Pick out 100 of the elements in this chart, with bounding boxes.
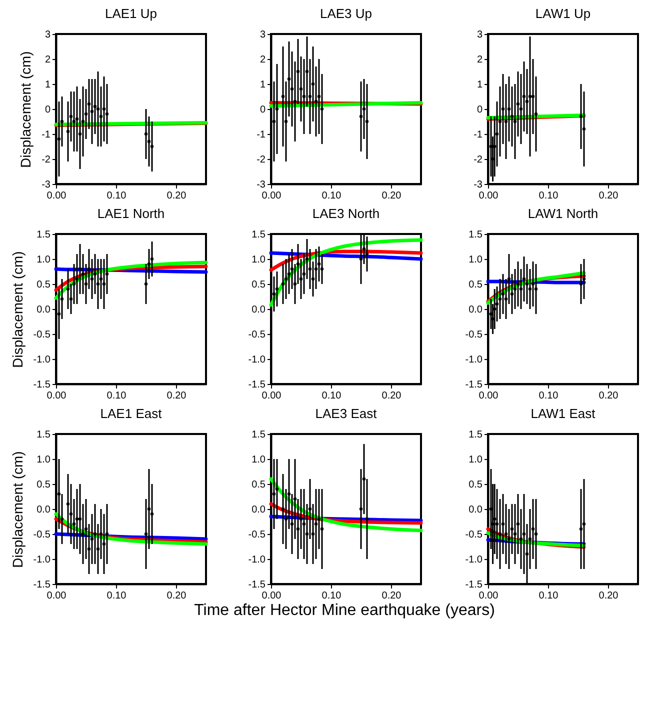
point xyxy=(296,527,300,531)
y-tick-label: -1.5 xyxy=(465,380,483,390)
point xyxy=(314,522,318,526)
y-tick-label: 2 xyxy=(44,54,51,66)
y-tick-label: 0.5 xyxy=(36,480,51,490)
x-tick-label: 0.10 xyxy=(106,590,127,602)
point xyxy=(489,144,493,148)
y-tick-label: -0.5 xyxy=(33,330,51,340)
point xyxy=(525,100,529,104)
point xyxy=(302,522,306,526)
point xyxy=(84,282,88,286)
point xyxy=(528,287,532,291)
point xyxy=(522,277,526,281)
y-tick-label: 1.0 xyxy=(252,454,266,466)
y-tick-label: 0 xyxy=(476,104,483,116)
point xyxy=(359,257,363,261)
x-tick-label: 0.00 xyxy=(262,390,282,402)
x-tick-label: 0.20 xyxy=(598,190,619,202)
point xyxy=(281,507,285,511)
x-tick-label: 0.00 xyxy=(478,590,499,602)
y-tick-label: -3 xyxy=(474,180,483,190)
point xyxy=(60,120,64,124)
point xyxy=(147,507,151,511)
point xyxy=(362,247,366,251)
point xyxy=(99,532,103,536)
point xyxy=(519,107,523,111)
point xyxy=(365,517,369,521)
y-tick-label: -3 xyxy=(256,180,266,190)
point xyxy=(317,94,321,98)
y-tick-label: -0.5 xyxy=(465,530,483,540)
point xyxy=(522,532,526,536)
y-tick-label: 0.5 xyxy=(36,280,51,290)
point xyxy=(99,277,103,281)
point xyxy=(495,132,499,136)
point xyxy=(498,532,502,536)
point xyxy=(528,537,532,541)
x-tick-label: 0.00 xyxy=(46,190,67,202)
point xyxy=(579,527,583,531)
point xyxy=(507,537,511,541)
y-tick-label: -1.0 xyxy=(248,354,266,366)
point xyxy=(96,107,100,111)
point xyxy=(72,522,76,526)
point xyxy=(528,94,532,98)
point xyxy=(296,262,300,266)
y-tick-label: 0.5 xyxy=(252,280,266,290)
y-tick-label: -1.0 xyxy=(33,554,51,566)
point xyxy=(272,292,276,296)
point xyxy=(362,477,366,481)
y-tick-label: 0.0 xyxy=(36,504,51,516)
point xyxy=(525,282,529,286)
point xyxy=(90,277,94,281)
y-tick-label: 1.5 xyxy=(252,230,266,240)
y-tick-label: -0.5 xyxy=(248,330,266,340)
point xyxy=(144,132,148,136)
x-tick-label: 0.00 xyxy=(46,590,67,602)
y-tick-label: -2 xyxy=(42,154,51,166)
point xyxy=(287,77,291,81)
point xyxy=(96,547,100,551)
point xyxy=(66,130,70,134)
y-tick-label: -0.5 xyxy=(465,330,483,340)
y-tick-label: 0.0 xyxy=(468,504,483,516)
point xyxy=(516,522,520,526)
x-tick-label: 0.20 xyxy=(382,190,402,202)
point xyxy=(290,267,294,271)
y-tick-label: -1.5 xyxy=(33,380,51,390)
x-tick-label: 0.20 xyxy=(166,190,187,202)
point xyxy=(66,287,70,291)
x-tick-label: 0.10 xyxy=(538,390,559,402)
y-tick-label: 2 xyxy=(476,54,483,66)
y-tick-label: 1.5 xyxy=(36,430,51,440)
point xyxy=(510,527,514,531)
x-tick-label: 0.10 xyxy=(106,390,127,402)
point xyxy=(290,87,294,91)
point xyxy=(290,522,294,526)
point xyxy=(317,517,321,521)
point xyxy=(72,282,76,286)
point xyxy=(504,120,508,124)
y-axis-title: Displacement (cm) xyxy=(9,451,26,568)
point xyxy=(105,272,109,276)
point xyxy=(507,107,511,111)
point xyxy=(299,517,303,521)
point xyxy=(293,100,297,104)
point xyxy=(299,87,303,91)
point xyxy=(57,137,61,141)
point xyxy=(510,292,514,296)
y-tick-label: -1 xyxy=(42,130,51,140)
y-tick-label: -1.0 xyxy=(465,554,483,566)
y-tick-label: -1.0 xyxy=(33,354,51,366)
point xyxy=(531,94,535,98)
y-tick-label: 2 xyxy=(260,54,266,66)
y-tick-label: 0.0 xyxy=(36,304,51,316)
y-tick-label: -0.5 xyxy=(248,530,266,540)
y-tick-label: -1.5 xyxy=(465,580,483,590)
point xyxy=(582,277,586,281)
y-tick-label: 0 xyxy=(44,104,51,116)
y-tick-label: -1 xyxy=(474,130,483,140)
y-tick-label: 0 xyxy=(260,104,266,116)
point xyxy=(311,82,315,86)
y-tick-label: 1.0 xyxy=(468,454,483,466)
point xyxy=(150,512,154,516)
